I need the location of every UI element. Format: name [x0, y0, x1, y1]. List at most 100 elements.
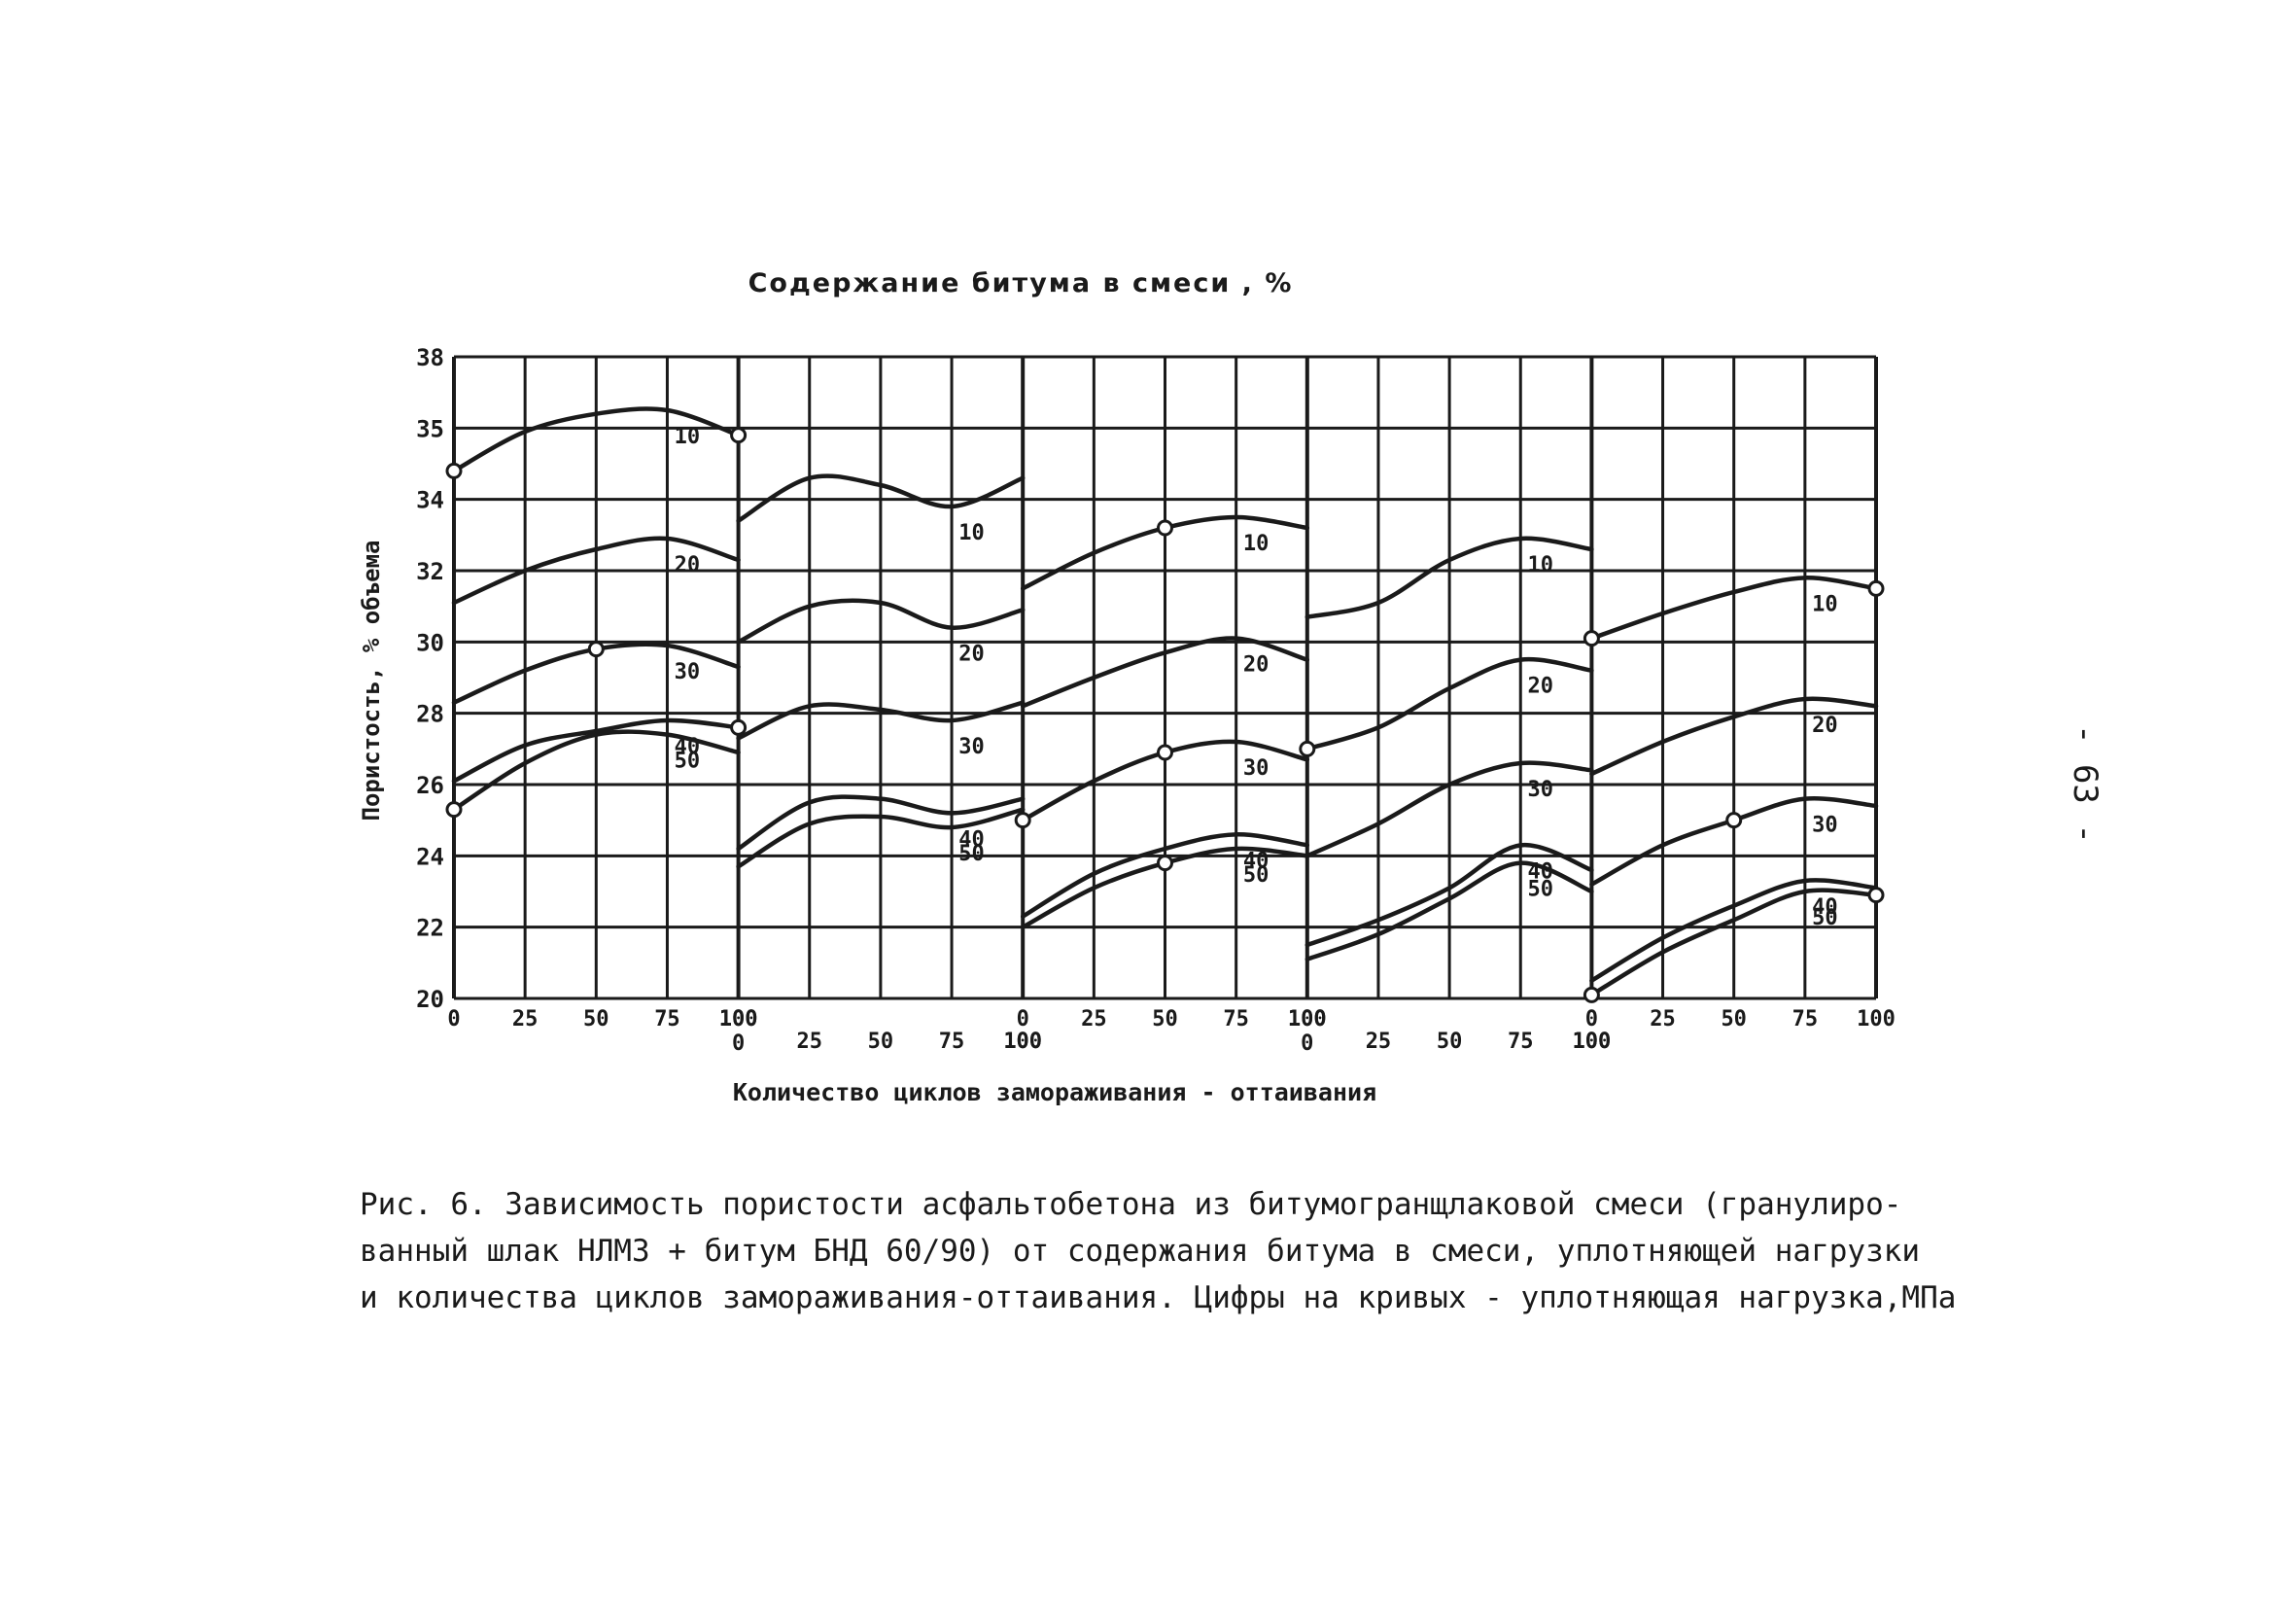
curve-label: 50	[1812, 906, 1838, 930]
y-tick-label: 34	[416, 487, 444, 514]
x-tick-label: 50	[868, 1030, 894, 1054]
y-tick-label: 35	[416, 415, 444, 442]
curve-labels: 1020304050102030405010203040501020304050…	[675, 425, 1838, 930]
curve-label: 30	[675, 660, 701, 684]
curve-load-40	[451, 717, 741, 784]
x-tick-label: 100	[1573, 1030, 1612, 1054]
curve-label: 10	[958, 521, 985, 545]
curve-label: 30	[1812, 814, 1838, 838]
y-tick-label: 22	[416, 915, 444, 942]
y-tick-labels: 20 22 24 26 28 30 32 34 35 38	[416, 344, 444, 1013]
curve-load-20	[1589, 696, 1879, 777]
curve-label: 20	[675, 553, 701, 577]
curve-label: 20	[1243, 653, 1270, 678]
curve-label: 50	[958, 842, 985, 866]
caption-line: Рис. 6. Зависимость пористости асфальтоб…	[360, 1187, 1902, 1222]
x-tick-label: 100	[719, 1007, 758, 1031]
x-tick-label: 0	[1017, 1007, 1029, 1031]
curve-load-40	[1589, 878, 1879, 983]
x-tick-label: 50	[583, 1007, 609, 1031]
figure-caption: Рис. 6. Зависимость пористости асфальтоб…	[360, 1181, 2070, 1321]
data-point-markers	[445, 427, 1885, 1003]
chart-top-title: Содержание битума в смеси , %	[748, 268, 1294, 298]
chart-curves	[451, 406, 1879, 997]
curve-load-20	[451, 536, 741, 606]
data-point-marker	[1299, 740, 1316, 757]
curve-label: 50	[1243, 863, 1270, 888]
curve-label: 10	[1812, 592, 1838, 616]
chart-grid	[452, 355, 1878, 1000]
x-tick-label: 75	[939, 1030, 965, 1054]
data-point-marker	[445, 801, 463, 819]
x-tick-label: 75	[1223, 1007, 1249, 1031]
curve-label: 10	[1527, 553, 1553, 577]
curve-label: 40	[1243, 849, 1270, 873]
curve-label: 10	[1243, 532, 1270, 556]
data-point-marker	[1867, 579, 1885, 597]
x-tick-label: 75	[1792, 1007, 1819, 1031]
curve-load-10	[1589, 576, 1879, 641]
x-tick-label: 100	[1003, 1030, 1042, 1054]
y-tick-label: 38	[416, 344, 444, 371]
curve-label: 40	[675, 735, 701, 759]
curve-load-10	[736, 473, 1026, 523]
data-point-marker	[1157, 519, 1173, 537]
x-tick-label: 50	[1721, 1007, 1747, 1031]
curve-label: 20	[958, 643, 985, 667]
x-tick-label: 50	[1437, 1030, 1463, 1054]
x-tick-label: 25	[1650, 1007, 1676, 1031]
y-tick-label: 32	[416, 558, 444, 585]
curve-load-40	[1020, 832, 1310, 919]
data-point-marker	[1725, 812, 1743, 829]
y-tick-label: 28	[416, 701, 444, 728]
curve-label: 50	[675, 750, 701, 774]
x-tick-label: 0	[1585, 1007, 1598, 1031]
x-tick-label: 100	[1288, 1007, 1327, 1031]
curve-load-30	[1305, 760, 1594, 858]
x-tick-label: 0	[732, 1031, 745, 1056]
curve-load-50	[451, 729, 741, 812]
curve-load-20	[736, 598, 1026, 645]
x-tick-label: 25	[797, 1030, 823, 1054]
x-tick-label: 50	[1152, 1007, 1178, 1031]
y-tick-label: 26	[416, 772, 444, 799]
curve-label: 50	[1527, 878, 1553, 902]
x-tick-label: 0	[447, 1007, 460, 1031]
data-point-marker	[1157, 744, 1173, 761]
curve-label: 30	[958, 735, 985, 759]
curve-label: 20	[1527, 675, 1553, 699]
x-tick-label: 100	[1857, 1007, 1896, 1031]
x-tick-label: 25	[1366, 1030, 1392, 1054]
x-tick-label: 75	[1508, 1030, 1534, 1054]
curve-load-50	[1589, 888, 1879, 997]
curve-label: 40	[1527, 859, 1553, 884]
curve-label: 10	[675, 425, 701, 449]
x-tick-label: 100	[1288, 1007, 1327, 1031]
data-point-marker	[730, 427, 748, 444]
x-axis-label: Количество циклов замораживания - оттаив…	[733, 1078, 1376, 1106]
curve-load-40	[1305, 842, 1594, 948]
y-tick-label: 20	[416, 986, 444, 1013]
data-point-marker	[587, 641, 605, 658]
curve-load-50	[1305, 860, 1594, 961]
curve-load-10	[1305, 536, 1594, 619]
curve-label: 30	[1527, 778, 1553, 802]
y-axis-label: Пористость, % объема	[358, 541, 385, 821]
curve-load-20	[1020, 636, 1310, 709]
curve-label: 30	[1243, 756, 1270, 781]
data-point-marker	[1157, 855, 1173, 872]
data-point-marker	[730, 718, 748, 736]
curve-load-30	[736, 700, 1026, 741]
x-tick-label: 75	[654, 1007, 680, 1031]
data-point-marker	[1014, 812, 1031, 829]
caption-line: ванный шлак НЛМЗ + битум БНД 60/90) от с…	[360, 1234, 1921, 1269]
x-tick-label: 0	[1301, 1031, 1313, 1056]
curve-load-20	[1305, 656, 1594, 752]
page-number: - 63 -	[2066, 724, 2105, 844]
x-tick-label: 100	[719, 1007, 758, 1031]
curve-label: 40	[958, 827, 985, 852]
y-tick-label: 30	[416, 629, 444, 656]
curve-load-40	[736, 794, 1026, 852]
curve-load-50	[736, 807, 1026, 869]
